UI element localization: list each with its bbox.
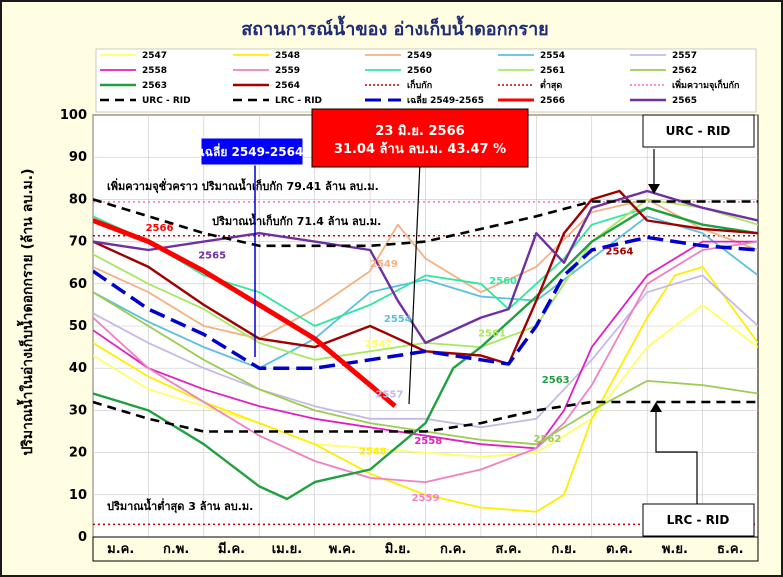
legend-label: 2547 bbox=[142, 51, 167, 61]
min-capacity-note: ปริมาณน้ำต่ำสุด 3 ล้าน ลบ.ม. bbox=[107, 498, 253, 514]
series-line-2563 bbox=[93, 206, 758, 501]
lrc-box bbox=[642, 503, 755, 537]
y-tick-label: 100 bbox=[60, 108, 87, 123]
y-tick-label: 30 bbox=[69, 403, 87, 418]
series-label-2562: 2562 bbox=[533, 434, 561, 445]
x-tick-label: มี.ค. bbox=[218, 541, 245, 557]
chart-title: สถานการณ์น้ำของ อ่างเก็บน้ำดอกกราย bbox=[241, 15, 548, 40]
legend-label: 2548 bbox=[275, 51, 300, 61]
lrc-box-label: LRC - RID bbox=[667, 513, 730, 527]
series-label-2549: 2549 bbox=[370, 259, 398, 270]
legend-label: เฉลี่ย 2549-2565 bbox=[407, 93, 484, 106]
storage-capacity-note: ปริมาณน้ำเก็บกัก 71.4 ล้าน ลบ.ม. bbox=[212, 213, 381, 228]
legend-label: URC - RID bbox=[142, 96, 191, 106]
legend-items: 2547 2548 2549 2554 2557 2558 2559 2560 2561 2562… bbox=[100, 51, 739, 106]
series-group bbox=[93, 189, 758, 513]
legend-label: ต่ำสุด bbox=[540, 78, 562, 91]
y-tick-label: 80 bbox=[69, 192, 87, 207]
x-tick-label: มิ.ย. bbox=[385, 542, 411, 557]
series-line-URC-RID bbox=[93, 198, 758, 248]
max-capacity-note: เพิ่มความจุชั่วคราว ปริมาณน้ำเก็บกัก 79.… bbox=[107, 178, 379, 194]
x-axis-band bbox=[92, 536, 759, 562]
y-ticks: 0 10 20 30 40 50 60 70 80 90 100 bbox=[60, 108, 87, 545]
urc-box bbox=[642, 114, 755, 148]
x-ticks: ม.ค. ก.พ. มี.ค. เม.ย. พ.ค. มิ.ย. ก.ค. ส.ค. ก.ย. ต… bbox=[92, 536, 759, 562]
y-tick-label: 70 bbox=[69, 235, 87, 250]
series-line-2547 bbox=[93, 303, 758, 458]
current-volume: 31.04 ล้าน ลบ.ม. 43.47 % bbox=[334, 141, 506, 157]
legend bbox=[95, 48, 757, 113]
series-line-2554 bbox=[93, 215, 758, 370]
y-tick-label: 60 bbox=[69, 277, 87, 292]
x-tick-label: ส.ค. bbox=[495, 542, 522, 557]
current-callout-line bbox=[408, 161, 421, 405]
x-tick-label: ก.ค. bbox=[440, 542, 466, 557]
legend-label: 2559 bbox=[275, 66, 300, 76]
series-label-2554: 2554 bbox=[384, 314, 412, 325]
series-labels: 2566 2565 2549 2554 2547 2557 2548 2558 2559 2560… bbox=[146, 223, 634, 504]
series-line-LRC-RID bbox=[93, 400, 758, 433]
legend-label: 2557 bbox=[672, 51, 697, 61]
legend-label: 2561 bbox=[540, 66, 565, 76]
y-axis-label: ปริมาณน้ำในอ่างเก็บน้ำดอกกราย (ล้าน ลบ.ม… bbox=[16, 169, 36, 456]
legend-label: 2563 bbox=[142, 81, 167, 91]
y-tick-label: 0 bbox=[78, 530, 87, 545]
legend-label: LRC - RID bbox=[275, 96, 322, 106]
y-tick-label: 10 bbox=[69, 488, 87, 503]
urc-box-label: URC - RID bbox=[666, 124, 731, 138]
series-label-2565: 2565 bbox=[198, 250, 226, 261]
series-label-2564: 2564 bbox=[606, 246, 634, 257]
series-line-2564 bbox=[93, 189, 758, 366]
x-tick-label: ธ.ค. bbox=[717, 542, 744, 557]
legend-label: 2564 bbox=[275, 81, 300, 91]
legend-label: เพิ่มความจุเก็บกัก bbox=[672, 78, 739, 91]
legend-label: 2554 bbox=[540, 51, 565, 61]
series-label-2566: 2566 bbox=[146, 223, 174, 234]
series-line-2559 bbox=[93, 240, 758, 484]
reference-lines bbox=[93, 201, 758, 526]
series-label-2548: 2548 bbox=[359, 447, 387, 458]
series-label-2560: 2560 bbox=[489, 276, 517, 287]
y-tick-label: 40 bbox=[69, 361, 87, 376]
x-tick-label: ก.ย. bbox=[551, 542, 576, 557]
lrc-callout-line bbox=[655, 410, 698, 507]
legend-label: 2558 bbox=[142, 66, 167, 76]
current-value-box bbox=[311, 108, 529, 168]
legend-label: เก็บกัก bbox=[407, 78, 432, 91]
x-tick-label: ก.พ. bbox=[163, 542, 189, 557]
lrc-arrow bbox=[650, 402, 662, 412]
avg-box-label: เฉลี่ย 2549-2564 bbox=[201, 143, 304, 159]
y-tick-label: 50 bbox=[69, 319, 87, 334]
series-line-2548 bbox=[93, 265, 758, 513]
series-label-2559: 2559 bbox=[412, 493, 440, 504]
series-line-2549-2565 bbox=[93, 235, 758, 370]
x-tick-label: ม.ค. bbox=[107, 542, 134, 557]
series-line-2558 bbox=[93, 240, 758, 450]
x-tick-label: เม.ย. bbox=[272, 542, 303, 557]
x-tick-label: พ.ย. bbox=[662, 542, 688, 557]
series-label-2563: 2563 bbox=[542, 375, 570, 386]
series-line-2557 bbox=[93, 274, 758, 429]
series-label-2557: 2557 bbox=[376, 390, 404, 401]
series-line-2565 bbox=[93, 189, 758, 345]
y-tick-label: 90 bbox=[69, 150, 87, 165]
legend-label: 2566 bbox=[540, 96, 565, 106]
avg-box bbox=[200, 137, 304, 166]
x-tick-label: ต.ค. bbox=[606, 542, 633, 557]
legend-label: 2560 bbox=[407, 66, 432, 76]
legend-label: 2562 bbox=[672, 66, 697, 76]
legend-label: 2549 bbox=[407, 51, 432, 61]
series-label-2547: 2547 bbox=[364, 339, 392, 350]
current-date: 23 มิ.ย. 2566 bbox=[375, 124, 464, 139]
series-label-2561: 2561 bbox=[478, 329, 506, 340]
legend-label: 2565 bbox=[672, 96, 697, 106]
x-tick-label: พ.ค. bbox=[329, 542, 356, 557]
series-label-2558: 2558 bbox=[414, 436, 442, 447]
y-tick-label: 20 bbox=[69, 446, 87, 461]
urc-arrow bbox=[648, 184, 660, 194]
series-line-2566 bbox=[93, 218, 397, 408]
